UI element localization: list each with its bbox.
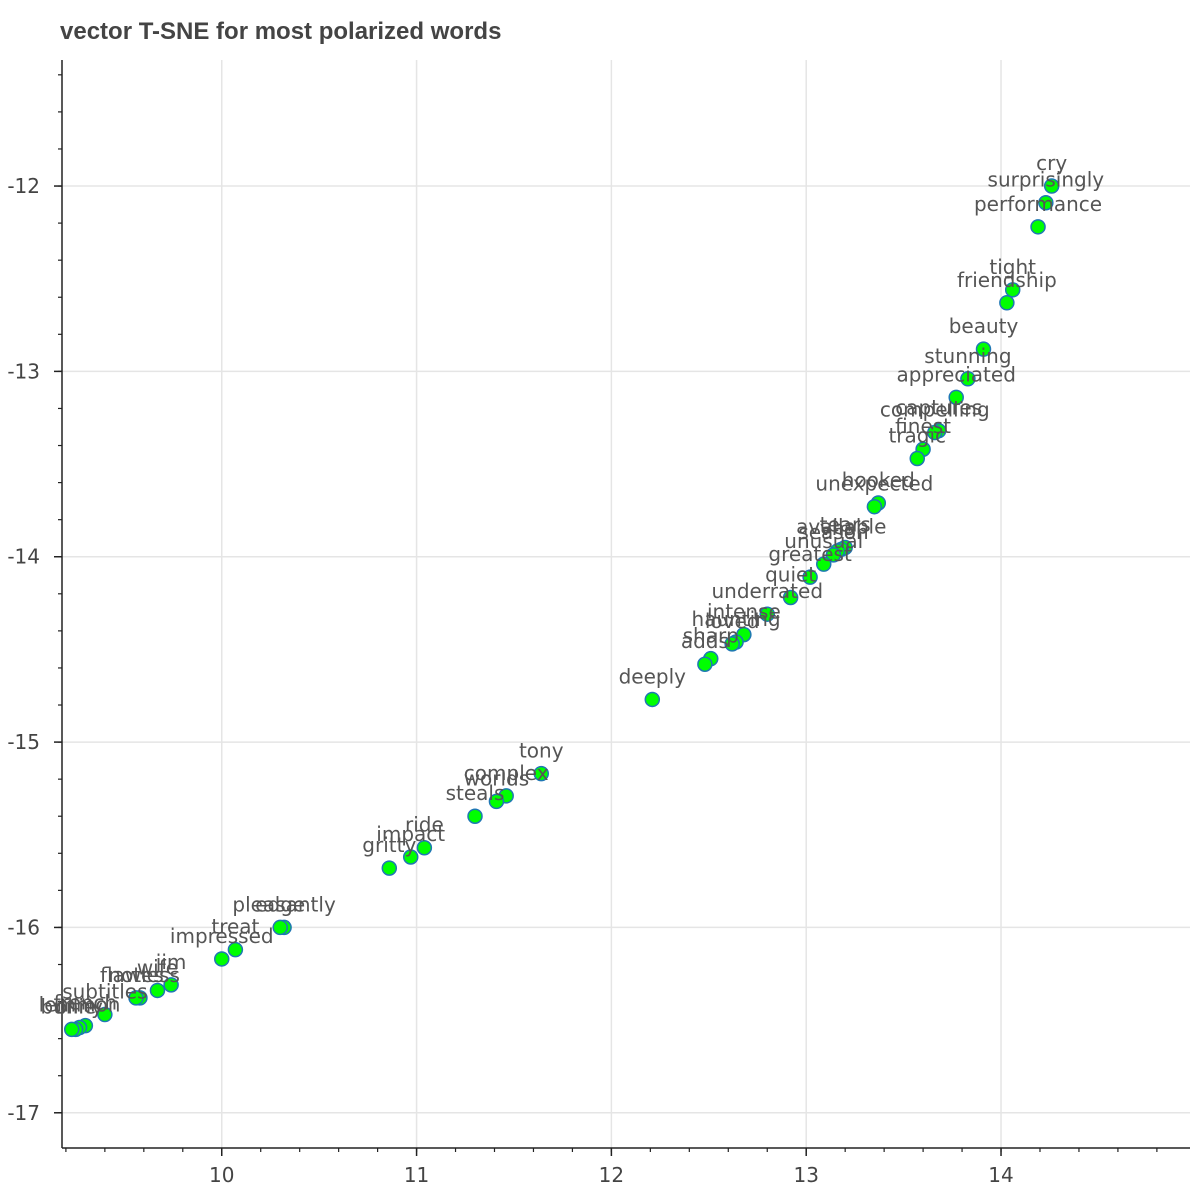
data-point xyxy=(697,656,713,672)
data-point xyxy=(488,793,505,810)
point-label: greatest xyxy=(768,542,852,566)
y-tick-label: -14 xyxy=(7,545,40,569)
point-label: steals xyxy=(446,781,505,805)
x-tick-label: 13 xyxy=(793,1163,818,1187)
data-point xyxy=(644,691,661,708)
y-tick-label: -13 xyxy=(7,359,40,383)
data-point xyxy=(381,860,398,876)
data-point xyxy=(802,569,818,585)
data-point xyxy=(1030,219,1046,235)
point-label: complex xyxy=(464,761,549,785)
point-label: available xyxy=(796,514,886,538)
data-point xyxy=(128,990,144,1006)
y-tick-label: -15 xyxy=(7,730,40,754)
point-label: finest xyxy=(895,414,951,438)
data-point xyxy=(975,341,992,357)
data-point xyxy=(948,389,964,406)
point-label: intense xyxy=(707,600,781,624)
point-label: tight xyxy=(989,255,1036,279)
point-label: gritty xyxy=(362,833,416,857)
axes: 10 11 12 13 14 -12 -13 -14 -15 -16 -17 xyxy=(7,60,1190,1187)
x-tick-label: 14 xyxy=(988,1163,1013,1187)
point-label: unusual xyxy=(784,529,863,553)
point-label: deeply xyxy=(619,664,687,688)
data-point xyxy=(149,982,166,999)
data-point xyxy=(909,450,926,467)
data-point xyxy=(1038,194,1054,211)
point-label: compelling xyxy=(880,398,990,422)
point-label: unexpected xyxy=(815,472,933,496)
point-label: impressed xyxy=(170,924,274,948)
point-label: underrated xyxy=(711,579,823,603)
point-label: tragic xyxy=(888,424,946,448)
data-point xyxy=(782,589,799,606)
data-point xyxy=(272,919,288,936)
point-label: beauty xyxy=(949,314,1019,338)
point-label: captures xyxy=(895,396,982,420)
y-tick-label: -17 xyxy=(7,1101,40,1125)
data-points xyxy=(63,178,1060,1038)
point-label: subtitles xyxy=(62,980,147,1004)
point-label: sharp xyxy=(683,624,739,648)
data-point xyxy=(999,295,1015,311)
point-label: season xyxy=(798,520,868,544)
point-label: pleasantly xyxy=(232,892,336,916)
data-point xyxy=(927,424,943,441)
point-label: surprisingly xyxy=(988,168,1105,192)
point-label: wife xyxy=(137,955,178,979)
data-point xyxy=(533,765,550,782)
data-point xyxy=(724,636,740,652)
point-label: bunny xyxy=(40,994,103,1018)
data-point xyxy=(866,498,883,515)
data-point xyxy=(815,556,832,572)
data-point xyxy=(1004,282,1021,298)
point-label: edge xyxy=(255,892,305,916)
data-point xyxy=(759,606,775,622)
point-label: adds xyxy=(681,629,729,653)
data-point xyxy=(227,941,244,958)
point-label: hooked xyxy=(842,468,915,492)
point-label: french xyxy=(54,991,117,1015)
data-point xyxy=(63,1021,80,1038)
point-label: notes xyxy=(108,963,163,987)
point-label: worlds xyxy=(464,766,530,790)
data-point xyxy=(163,977,179,993)
data-point xyxy=(416,839,433,856)
point-label: appreciated xyxy=(897,362,1016,386)
point-label: flawless xyxy=(100,963,180,987)
point-label: jim xyxy=(155,950,187,974)
point-label: loved xyxy=(705,609,760,633)
grid-lines xyxy=(62,60,1190,1148)
x-tick-label: 12 xyxy=(599,1163,624,1187)
data-point xyxy=(825,547,842,563)
point-label: stunning xyxy=(924,344,1011,368)
data-point xyxy=(1043,178,1060,194)
x-tick-label: 10 xyxy=(209,1163,234,1187)
point-label: ride xyxy=(405,813,444,837)
data-point xyxy=(467,808,483,824)
point-label: tears xyxy=(820,512,871,536)
point-label: impact xyxy=(376,822,445,846)
point-label: vhs xyxy=(820,516,855,540)
x-tick-label: 11 xyxy=(404,1163,429,1187)
point-label: treat xyxy=(211,915,259,939)
point-label: friendship xyxy=(957,268,1057,292)
data-point xyxy=(214,951,230,967)
data-point xyxy=(960,371,976,387)
point-label: performance xyxy=(974,192,1102,216)
data-point xyxy=(97,1006,113,1023)
data-point xyxy=(402,849,419,865)
point-label: haunting xyxy=(692,607,781,631)
y-tick-label: -16 xyxy=(7,915,40,939)
point-label: lemmon xyxy=(39,993,121,1017)
point-label: ollie xyxy=(55,994,96,1018)
y-tick-label: -12 xyxy=(7,174,40,198)
point-label: tony xyxy=(519,739,564,763)
chart-title: vector T-SNE for most polarized words xyxy=(60,18,502,45)
point-label: cry xyxy=(1036,151,1067,175)
point-label: quiet xyxy=(765,563,816,587)
